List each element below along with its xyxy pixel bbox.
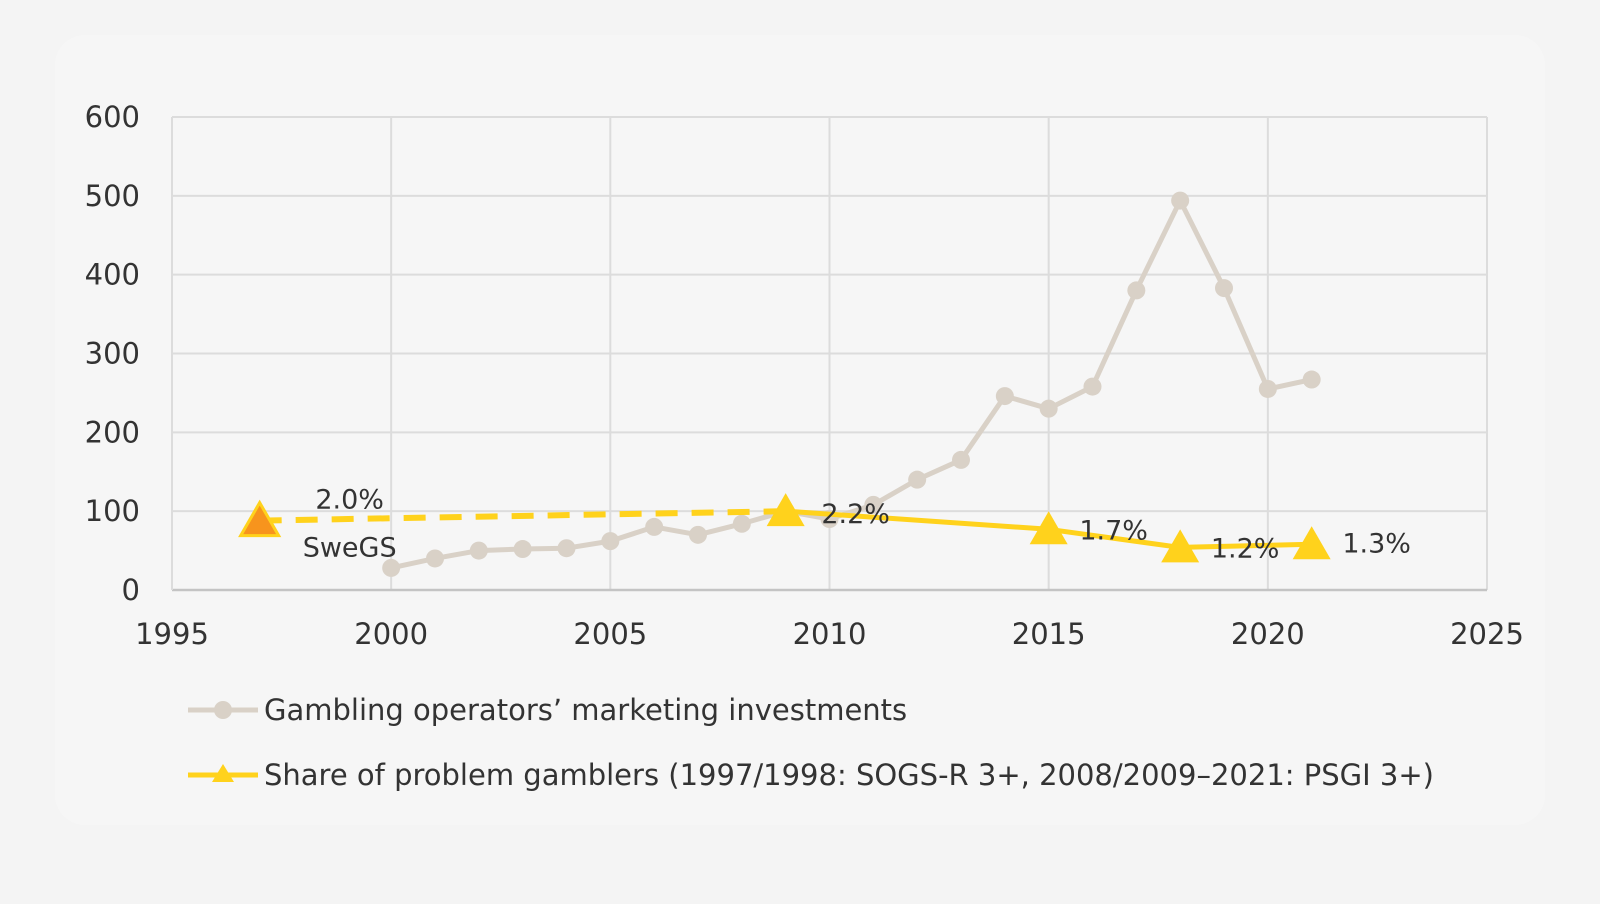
x-tick-label: 2005 (573, 617, 647, 651)
series-line-problem-gamblers (785, 508, 1312, 550)
x-tick-label: 1995 (135, 617, 209, 651)
x-tick-label: 2000 (354, 617, 428, 651)
series-line-problem-gamblers-dashed (259, 508, 786, 524)
data-point-problem-gamblers (238, 499, 282, 538)
x-tick-label: 2020 (1231, 617, 1305, 651)
data-point-marketing (952, 450, 970, 469)
data-point-marketing (601, 532, 620, 551)
y-tick-label: 200 (85, 415, 140, 449)
legend-item-problem-gamblers: Share of problem gamblers (1997/1998: SO… (188, 758, 1434, 792)
y-tick-label: 0 (122, 573, 140, 607)
y-tick-label: 400 (85, 258, 140, 292)
y-tick-label: 300 (85, 337, 140, 371)
legend-label-marketing: Gambling operators’ marketing investment… (264, 693, 907, 727)
series-line-marketing (390, 198, 1313, 571)
data-point-marketing (1302, 370, 1321, 389)
data-point-marketing (645, 517, 664, 536)
y-tick-label: 500 (85, 179, 140, 213)
axes: 0 100 200 300 400 500 600 1995 2000 2005 2010 2015 2… (85, 100, 1524, 651)
data-point-problem-gamblers (766, 493, 805, 527)
data-point-marketing (689, 525, 707, 544)
data-label-problem-gamblers: 2.2% (821, 499, 890, 530)
data-point-marketing (1039, 399, 1058, 418)
y-tick-label: 100 (85, 494, 140, 528)
data-point-marketing (557, 539, 576, 558)
data-labels: 2.0% SweGS 2.2% 1.7% 1.2% 1.3% (303, 485, 1411, 565)
data-point-marketing (469, 541, 488, 560)
legend-item-marketing: Gambling operators’ marketing investment… (188, 693, 907, 727)
data-point-problem-gamblers (1029, 511, 1068, 545)
data-point-marketing (908, 470, 927, 489)
legend: Gambling operators’ marketing investment… (188, 693, 1434, 792)
x-tick-label: 2025 (1450, 617, 1524, 651)
data-label-problem-gamblers: 1.3% (1342, 528, 1411, 559)
x-tick-label: 2015 (1012, 617, 1086, 651)
chart-panel (55, 35, 1545, 825)
data-point-marketing (732, 514, 751, 533)
data-label-problem-gamblers: 2.0% (315, 485, 384, 516)
data-point-problem-gamblers (1292, 526, 1331, 560)
legend-triangle-marker (212, 764, 234, 782)
data-point-marketing (1127, 281, 1146, 300)
y-tick-label: 600 (85, 100, 140, 134)
data-point-marketing (1171, 191, 1190, 210)
data-label-problem-gamblers: 1.7% (1079, 515, 1148, 546)
series (238, 191, 1331, 577)
data-point-marketing (382, 558, 401, 577)
data-point-marketing (1083, 377, 1102, 396)
legend-circle-marker (214, 701, 232, 719)
legend-label-problem-gamblers: Share of problem gamblers (1997/1998: SO… (264, 758, 1434, 792)
data-sublabel-survey: SweGS (303, 533, 397, 564)
data-point-problem-gamblers (1161, 529, 1200, 563)
data-point-marketing (995, 387, 1014, 406)
data-point-marketing (1215, 279, 1233, 298)
data-point-marketing (426, 549, 444, 568)
x-tick-label: 2010 (793, 617, 867, 651)
data-point-marketing (513, 540, 532, 559)
data-point-marketing (864, 495, 883, 514)
data-point-marketing (1258, 379, 1277, 398)
data-label-problem-gamblers: 1.2% (1211, 533, 1280, 564)
